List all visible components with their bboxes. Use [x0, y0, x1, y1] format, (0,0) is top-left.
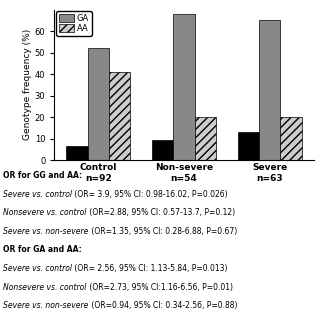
Bar — [66, 146, 88, 160]
Text: OR for GG and AA:: OR for GG and AA: — [3, 171, 82, 180]
Legend: GA, AA: GA, AA — [56, 11, 92, 36]
Text: Nonsevere vs. control: Nonsevere vs. control — [3, 283, 87, 292]
Text: (OR= 2.56, 95% CI: 1.13-5.84, P=0.013): (OR= 2.56, 95% CI: 1.13-5.84, P=0.013) — [72, 264, 228, 273]
Text: Severe vs. control: Severe vs. control — [3, 190, 72, 199]
Y-axis label: Genotype frequency (%): Genotype frequency (%) — [23, 29, 32, 140]
Text: (OR=2.88, 95% CI: 0.57-13.7, P=0.12): (OR=2.88, 95% CI: 0.57-13.7, P=0.12) — [87, 208, 235, 217]
Text: Severe vs. non-severe: Severe vs. non-severe — [3, 301, 89, 310]
Bar — [280, 117, 302, 160]
Text: Nonsevere vs. control: Nonsevere vs. control — [3, 208, 87, 217]
Text: (OR= 3.9, 95% CI: 0.98-16.02, P=0.026): (OR= 3.9, 95% CI: 0.98-16.02, P=0.026) — [72, 190, 228, 199]
Text: (OR=2.73, 95% CI:1.16-6.56, P=0.01): (OR=2.73, 95% CI:1.16-6.56, P=0.01) — [87, 283, 233, 292]
Text: (OR=0.94, 95% CI: 0.34-2.56, P=0.88): (OR=0.94, 95% CI: 0.34-2.56, P=0.88) — [89, 301, 237, 310]
Bar — [195, 117, 216, 160]
Text: Severe vs. non-severe: Severe vs. non-severe — [3, 227, 89, 236]
Text: OR for GA and AA:: OR for GA and AA: — [3, 245, 82, 254]
Text: (OR=1.35, 95% CI: 0.28-6.88, P=0.67): (OR=1.35, 95% CI: 0.28-6.88, P=0.67) — [89, 227, 237, 236]
Bar — [259, 20, 280, 160]
Text: Severe vs. control: Severe vs. control — [3, 264, 72, 273]
Bar — [237, 132, 259, 160]
Bar — [88, 48, 109, 160]
Bar — [152, 140, 173, 160]
Bar — [109, 72, 131, 160]
Bar — [173, 14, 195, 160]
